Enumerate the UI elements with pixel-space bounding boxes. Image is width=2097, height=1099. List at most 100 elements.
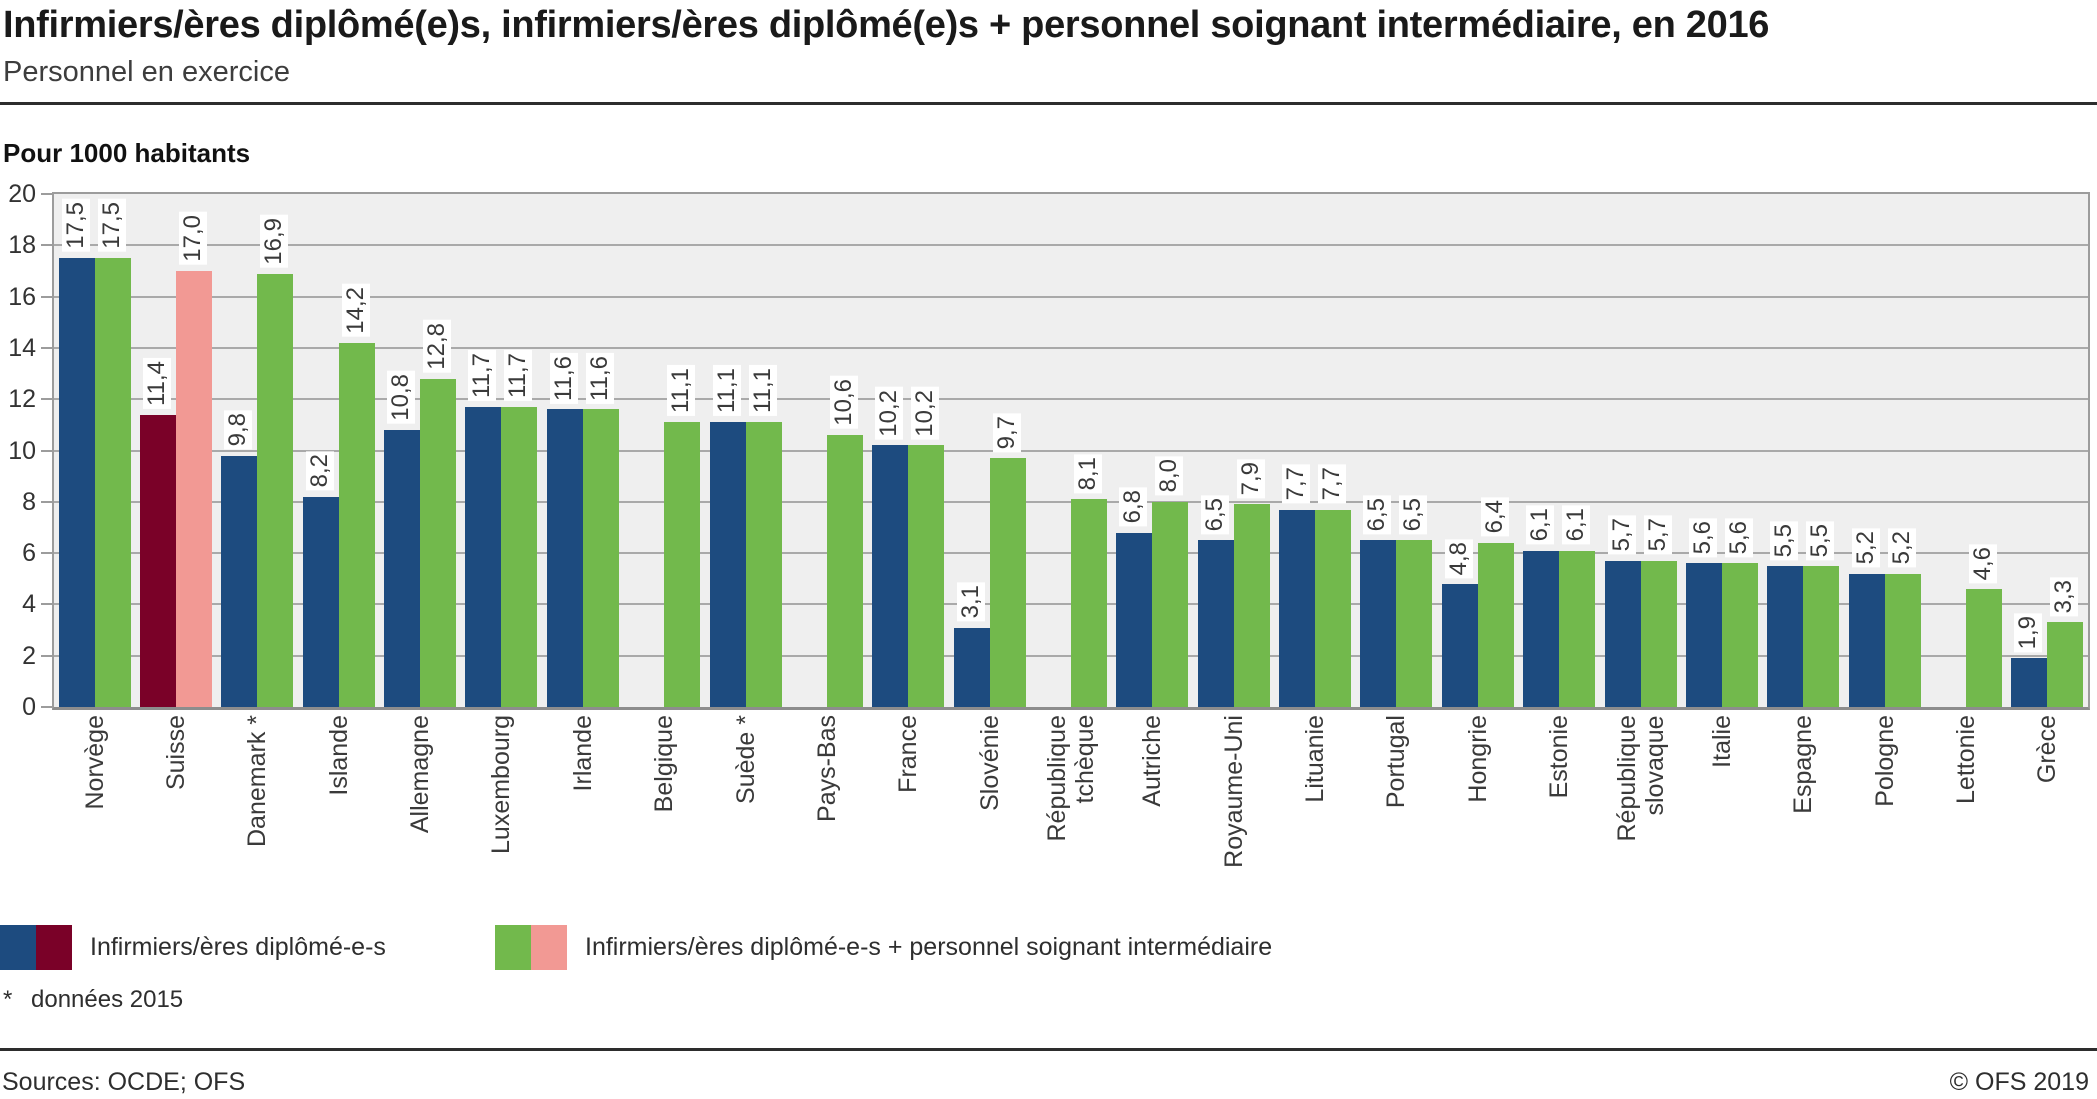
x-axis-category-cell: Danemark * — [217, 715, 298, 920]
x-axis-category-cell: Islande — [298, 715, 379, 920]
x-axis-category-cell: Luxembourg — [461, 715, 542, 920]
bar-group: 11,1 11,1 — [705, 194, 786, 707]
x-tick-label: Grèce — [2033, 715, 2062, 784]
bar-value-label: 7,7 — [1282, 464, 1311, 504]
bar-diplomes-plus-personnel-intermediaire — [826, 435, 863, 707]
y-tick-label: 14 — [8, 333, 36, 362]
legend: Infirmiers/ères diplômé-e-s Infirmiers/è… — [0, 925, 2097, 971]
bar-value-label: 7,7 — [1318, 464, 1347, 504]
bar-group: 6,8 8,0 — [1112, 194, 1193, 707]
bar-infirmiers-diplomes — [953, 627, 990, 707]
bar-diplomes-plus-personnel-intermediaire — [1070, 499, 1107, 707]
x-tick-label: Italie — [1707, 715, 1736, 768]
bar-infirmiers-diplomes — [465, 406, 502, 707]
bar-infirmiers-diplomes — [1116, 532, 1153, 707]
bar-group: 17,5 17,5 — [54, 194, 135, 707]
footnote-text: données 2015 — [31, 986, 184, 1013]
bar-chart-plot-area: 0 2 4 6 8 10 12 14 16 18 20 17,5 17,5 Norvège 11,4 17,0… — [8, 180, 2090, 868]
bar-diplomes-plus-personnel-intermediaire — [582, 409, 619, 707]
y-tick-label: 6 — [22, 539, 36, 568]
bar-diplomes-plus-personnel-intermediaire — [1233, 504, 1270, 707]
bar-infirmiers-diplomes — [1523, 550, 1560, 707]
y-axis-unit-label: Pour 1000 habitants — [3, 138, 251, 168]
bar-value-label: 6,5 — [1399, 494, 1428, 535]
x-axis-category-cell: Royaume-Uni — [1193, 715, 1274, 920]
bar-value-label: 7,9 — [1236, 459, 1265, 499]
footnote-marker: * — [3, 986, 13, 1013]
bar-diplomes-plus-personnel-intermediaire — [257, 273, 294, 707]
bar-group: 10,2 10,2 — [868, 194, 949, 707]
bar-value-label: 14,2 — [341, 284, 370, 337]
bar-value-label: 5,7 — [1607, 515, 1636, 555]
bar-infirmiers-diplomes — [302, 496, 339, 707]
x-axis-category-cell: Estonie — [1518, 715, 1599, 920]
bar-group: 5,2 5,2 — [1844, 194, 1925, 707]
bar-value-label: 3,1 — [956, 582, 985, 622]
gridline — [54, 295, 2088, 298]
x-tick-label: Pays-Bas — [812, 715, 841, 822]
bar-value-label: 11,6 — [549, 352, 578, 404]
x-axis-category-cell: Hongrie — [1437, 715, 1518, 920]
legend-swatch-pink — [531, 925, 567, 970]
bar-diplomes-plus-personnel-intermediaire — [1803, 565, 1840, 707]
bar-group: 4,6 — [1925, 194, 2006, 707]
legend-label-diplomes-plus-intermediaire: Infirmiers/ères diplômé-e-s + personnel … — [585, 933, 1273, 961]
bar-group: 9,8 16,9 — [217, 194, 298, 707]
x-axis-category-cell: Pologne — [1844, 715, 1925, 920]
x-tick-label: France — [894, 715, 923, 793]
legend-swatch-diplomes — [0, 925, 72, 970]
x-axis-category-cell: Belgique — [624, 715, 705, 920]
bar-value-label: 6,8 — [1119, 487, 1148, 527]
y-axis-tick — [41, 346, 52, 349]
x-tick-label: Espagne — [1789, 715, 1818, 814]
y-tick-label: 0 — [22, 693, 36, 721]
bar-value-label: 4,6 — [1968, 543, 1997, 584]
bar-value-label: 10,6 — [829, 376, 858, 430]
bar-group: 5,5 5,5 — [1763, 194, 1844, 707]
x-tick-label: Danemark * — [243, 715, 272, 847]
bar-group: 4,8 6,4 — [1437, 194, 1518, 707]
bar-diplomes-plus-personnel-intermediaire — [176, 270, 213, 707]
divider-bottom — [0, 1048, 2097, 1051]
bar-infirmiers-diplomes — [1279, 509, 1316, 707]
bar-value-label: 9,8 — [224, 410, 253, 450]
bar-value-label: 11,7 — [468, 349, 497, 401]
y-tick-label: 8 — [22, 487, 36, 516]
x-tick-label: République tchèque — [1042, 715, 1099, 842]
x-tick-label: Portugal — [1382, 715, 1411, 809]
x-axis-category-cell: Irlande — [542, 715, 623, 920]
x-axis-category-cell: Lettonie — [1925, 715, 2006, 920]
bar-value-label: 17,5 — [61, 199, 90, 253]
bar-value-label: 5,6 — [1724, 518, 1753, 558]
legend-swatch-green — [495, 925, 531, 970]
bar-value-label: 10,2 — [911, 386, 940, 440]
gridline — [54, 244, 2088, 247]
bar-value-label: 17,0 — [179, 212, 208, 265]
gridline — [54, 346, 2088, 349]
x-axis-category-cell: Autriche — [1112, 715, 1193, 920]
bar-group: 11,4 17,0 — [135, 194, 216, 707]
gridline — [54, 449, 2088, 452]
divider-top — [0, 102, 2097, 105]
y-tick-label: 16 — [8, 282, 36, 311]
y-axis-tick — [41, 244, 52, 247]
x-axis-category-cell: République tchèque — [1030, 715, 1111, 920]
bar-group: 10,8 12,8 — [379, 194, 460, 707]
y-axis-tick — [41, 603, 52, 606]
x-tick-label: Pologne — [1870, 715, 1899, 807]
x-tick-label: Belgique — [650, 715, 679, 813]
legend-entry-diplomes: Infirmiers/ères diplômé-e-s — [0, 925, 386, 970]
bar-group: 3,1 9,7 — [949, 194, 1030, 707]
bar-group: 1,9 3,3 — [2007, 194, 2088, 707]
bar-diplomes-plus-personnel-intermediaire — [1559, 550, 1596, 707]
bar-value-label: 11,4 — [143, 357, 172, 409]
bar-infirmiers-diplomes — [1848, 573, 1885, 707]
bar-value-label: 10,8 — [387, 371, 416, 424]
bar-infirmiers-diplomes — [872, 445, 909, 707]
bar-group: 11,7 11,7 — [461, 194, 542, 707]
bar-infirmiers-diplomes — [1685, 563, 1722, 707]
x-tick-label: Allemagne — [406, 715, 435, 834]
x-axis-category-cell: Norvège — [54, 715, 135, 920]
bar-value-label: 6,1 — [1562, 505, 1591, 545]
bar-value-label: 12,8 — [423, 319, 452, 373]
